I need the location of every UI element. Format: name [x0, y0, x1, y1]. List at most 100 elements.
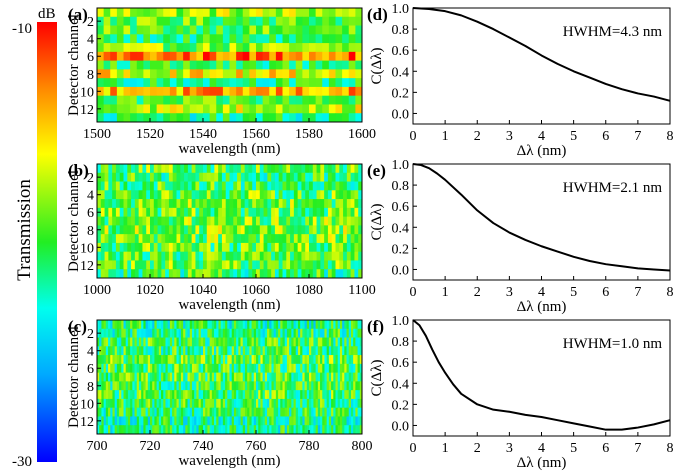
heatmap-cell [222, 337, 226, 347]
heatmap-cell [138, 328, 142, 338]
panel-letter: (a) [68, 5, 88, 24]
heatmap-cell [167, 398, 171, 409]
heatmap-cell [210, 260, 215, 270]
heatmap-cell [236, 372, 239, 382]
heatmap-cell [326, 416, 330, 426]
heatmap-cell [218, 216, 223, 226]
panel-letter: (f) [367, 317, 384, 336]
heatmap-cell [259, 199, 264, 209]
heatmap-cell [191, 234, 196, 244]
heatmap-cell [97, 407, 100, 417]
heatmap-cell [143, 355, 146, 365]
plot-frame [96, 7, 363, 123]
heatmap-cell [105, 407, 109, 417]
heatmap-cell [216, 416, 219, 426]
heatmap-cell [185, 320, 188, 330]
y-tick-label: 0.8 [392, 335, 410, 350]
heatmap-cell [289, 8, 297, 18]
heatmap-cell [169, 34, 177, 44]
heatmap-cell [293, 199, 299, 209]
heatmap-cell [142, 242, 147, 253]
heatmap-cell [273, 363, 277, 374]
heatmap-cell [116, 8, 124, 18]
heatmap-cell [209, 381, 213, 391]
heatmap-cell [348, 372, 352, 382]
heatmap-cell [189, 407, 193, 417]
heatmap-cell [346, 225, 352, 235]
heatmap-cell [146, 207, 151, 218]
heatmap-cell [289, 416, 292, 426]
heatmap-cell [154, 320, 158, 330]
heatmap-cell [196, 372, 199, 382]
heatmap-cell [247, 390, 250, 400]
heatmap-cell [169, 95, 177, 105]
heatmap-cell [291, 346, 294, 356]
heatmap-cell [286, 320, 290, 330]
heatmap-cell [163, 416, 166, 426]
heatmap-cell [248, 164, 253, 174]
heatmap-cell [359, 381, 363, 391]
heatmap-cell [114, 390, 118, 400]
heatmap-cell [274, 260, 280, 270]
heatmap-cell [187, 337, 191, 347]
heatmap-cell [196, 363, 199, 374]
heatmap-cell [115, 242, 121, 253]
heatmap-cell [242, 25, 250, 35]
heatmap-cell [185, 398, 188, 409]
heatmap-cell [116, 425, 120, 435]
heatmap-cell [286, 234, 291, 244]
heatmap-cell [220, 363, 224, 374]
heatmap-cell [100, 164, 105, 174]
heatmap-cell [301, 199, 306, 209]
heatmap-cell [157, 242, 162, 253]
heatmap-cell [176, 181, 181, 191]
heatmap-cell [115, 260, 121, 270]
heatmap-cell [176, 164, 181, 174]
heatmap-cell [302, 8, 310, 18]
heatmap-cell [244, 172, 249, 182]
heatmap-cell [282, 199, 287, 209]
heatmap-cell [198, 355, 202, 365]
heatmap-cell [278, 251, 283, 261]
heatmap-cell [259, 251, 264, 261]
heatmap-cell [249, 355, 252, 365]
heatmap-cell [172, 381, 175, 391]
heatmap-cell [295, 337, 299, 347]
heatmap-cell [131, 199, 136, 209]
heatmap-cell [289, 34, 297, 44]
heatmap-cell [116, 69, 124, 79]
heatmap-cell [108, 390, 111, 400]
heatmap-cell [335, 355, 339, 365]
heatmap-cell [249, 51, 257, 62]
heatmap-cell [108, 328, 111, 338]
heatmap-cell [194, 390, 197, 400]
heatmap-cell [300, 337, 303, 347]
heatmap-cell [229, 199, 234, 209]
heatmap-cell [322, 51, 330, 62]
heatmap-cell [187, 355, 191, 365]
heatmap-cell [306, 346, 310, 356]
heatmap-cell [267, 390, 270, 400]
heatmap-cell [304, 320, 308, 330]
heatmap-cell [256, 328, 259, 338]
heatmap-cell [301, 207, 306, 218]
heatmap-cell [214, 337, 217, 347]
heatmap-cell [256, 104, 264, 114]
heatmap-cell [290, 172, 295, 182]
heatmap-cell [97, 113, 105, 123]
heatmap-cell [259, 190, 264, 200]
heatmap-cell [216, 69, 224, 79]
heatmap-cell [132, 398, 135, 409]
heatmap-cell [256, 16, 264, 26]
heatmap-cell [110, 355, 113, 365]
heatmap-cell [183, 113, 191, 123]
heatmap-cell [350, 216, 355, 226]
heatmap-cell [156, 113, 164, 123]
heatmap-cell [191, 207, 196, 218]
heatmap-cell [141, 425, 144, 435]
heatmap-cell [183, 86, 191, 97]
heatmap-cell [256, 372, 259, 382]
heatmap-cell [247, 355, 250, 365]
heatmap-cell [222, 25, 230, 35]
